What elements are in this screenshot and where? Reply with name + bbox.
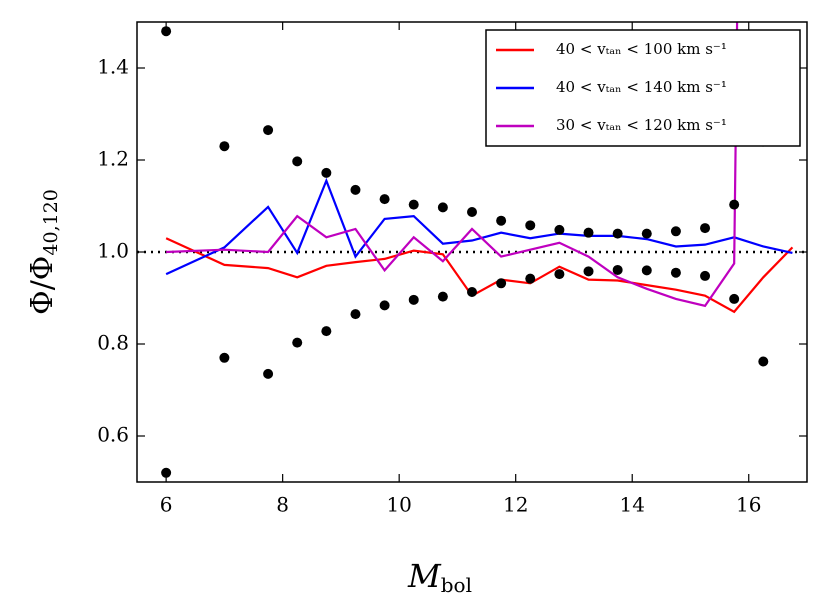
dot	[161, 26, 172, 37]
legend-label: 40 < vₜₐₙ < 100 km s⁻¹	[556, 40, 727, 58]
dot	[161, 467, 172, 478]
x-tick-label: 12	[503, 493, 528, 517]
legend-label: 40 < vₜₐₙ < 140 km s⁻¹	[556, 78, 727, 96]
x-axis-label: Mbol	[407, 557, 472, 597]
dot	[321, 326, 332, 337]
dot	[219, 352, 230, 363]
dot	[641, 265, 652, 276]
y-tick-label: 0.8	[97, 331, 129, 355]
dot	[292, 156, 303, 167]
dot	[496, 215, 507, 226]
series-line	[165, 177, 793, 276]
x-tick-label: 16	[736, 493, 761, 517]
series-line	[165, 237, 794, 314]
dot	[700, 223, 711, 234]
y-tick-label: 1.4	[97, 55, 129, 79]
x-tick-label: 6	[160, 493, 173, 517]
dot	[408, 199, 419, 210]
y-label-sub: 40,120	[40, 189, 62, 255]
x-tick-label: 14	[619, 493, 644, 517]
x-label-main: M	[407, 557, 442, 595]
dot	[263, 125, 274, 136]
x-tick-label: 8	[276, 493, 289, 517]
x-label-sub: bol	[441, 573, 472, 597]
dot	[292, 337, 303, 348]
dot	[729, 293, 740, 304]
dot	[554, 224, 565, 235]
y-tick-label: 0.6	[97, 423, 129, 447]
dot	[525, 273, 536, 284]
legend-box	[485, 29, 801, 147]
dot	[350, 184, 361, 195]
dot	[554, 269, 565, 280]
dot	[670, 267, 681, 278]
dot	[379, 300, 390, 311]
dot	[467, 287, 477, 298]
y-tick-label: 1.2	[97, 147, 129, 171]
dot	[612, 264, 623, 275]
dot	[583, 266, 594, 277]
dot	[321, 167, 332, 178]
dot	[670, 226, 681, 237]
dot	[496, 278, 507, 289]
dot	[219, 141, 230, 152]
dot	[641, 228, 652, 239]
dot	[525, 220, 536, 231]
dot	[700, 270, 711, 281]
dot	[408, 294, 419, 305]
dot	[263, 368, 274, 379]
series-line	[166, 22, 739, 308]
legend-label: 30 < vₜₐₙ < 120 km s⁻¹	[556, 116, 727, 134]
dot	[437, 291, 448, 302]
dot	[379, 194, 390, 205]
dot	[758, 356, 769, 367]
plot-area	[137, 22, 807, 478]
dot	[350, 309, 361, 320]
dot	[612, 228, 623, 239]
x-tick-label: 10	[386, 493, 411, 517]
dot	[583, 227, 594, 238]
dot	[437, 202, 448, 213]
y-label-main: Φ/Φ	[25, 256, 60, 315]
dot	[467, 206, 477, 217]
dot	[729, 199, 740, 210]
y-axis-label: Φ/Φ40,120	[25, 189, 62, 315]
y-tick-label: 1.0	[97, 239, 129, 263]
